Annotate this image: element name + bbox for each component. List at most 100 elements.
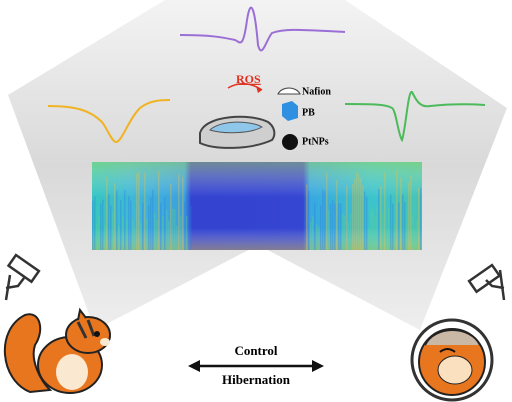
spectrogram-stripe bbox=[100, 203, 102, 250]
spectrogram-stripe bbox=[130, 200, 132, 250]
spectrogram-stripe bbox=[412, 214, 414, 250]
spectrogram-stripe bbox=[392, 203, 394, 250]
spectrogram-stripe bbox=[398, 202, 400, 250]
spectrogram-stripe bbox=[314, 202, 316, 250]
spectrogram-stripe bbox=[416, 220, 418, 250]
spectrogram-stripe bbox=[108, 194, 110, 250]
spectrogram-stripe bbox=[120, 200, 122, 250]
spectrogram-stripe bbox=[408, 182, 410, 250]
spectrogram-stripe bbox=[166, 210, 168, 250]
spectrogram-stripe bbox=[106, 177, 108, 250]
spectrogram-stripe bbox=[150, 196, 152, 250]
spectrogram-stripe bbox=[402, 194, 404, 250]
spectrogram-stripe bbox=[320, 205, 322, 250]
hibernation-label: Hibernation bbox=[222, 372, 291, 387]
spectrogram-stripe bbox=[186, 215, 188, 250]
spectrogram-stripe bbox=[172, 208, 174, 250]
spectrogram-stripe bbox=[96, 223, 98, 250]
spectrogram-stripe bbox=[370, 210, 372, 250]
waveform-left bbox=[47, 99, 171, 144]
camera-left bbox=[4, 253, 41, 301]
spectrogram-stripe bbox=[144, 172, 146, 250]
chipmunk-hibernating bbox=[410, 318, 494, 402]
spectrogram-stripe bbox=[140, 222, 142, 250]
spectrogram-stripe bbox=[98, 215, 100, 250]
arrowhead-right bbox=[312, 360, 324, 372]
spectrogram-stripe bbox=[118, 225, 120, 250]
spectrogram-stripe bbox=[170, 183, 172, 250]
spectrogram-stripe bbox=[110, 205, 112, 250]
spectrogram-stripe bbox=[322, 189, 324, 250]
spectrogram-stripe bbox=[178, 174, 180, 250]
spectrogram-stripe bbox=[176, 225, 178, 250]
spectrogram-stripe bbox=[312, 216, 314, 250]
spectrogram-stripe bbox=[326, 172, 328, 250]
spectrogram-shade bbox=[92, 162, 422, 250]
spectrogram-stripe bbox=[360, 178, 362, 250]
spectrogram-stripe bbox=[318, 227, 320, 250]
spectrogram-stripe bbox=[162, 216, 164, 250]
spectrogram-stripe bbox=[346, 185, 348, 250]
spectrogram-stripe bbox=[180, 215, 182, 250]
electrode-top bbox=[209, 121, 263, 134]
spectrogram-stripe bbox=[164, 197, 166, 250]
waveform-right bbox=[344, 90, 486, 143]
spectrogram-stripe bbox=[330, 203, 332, 250]
ptnps-icon bbox=[282, 134, 298, 150]
spectrogram-stripe bbox=[136, 173, 138, 250]
spectrogram-stripe bbox=[146, 218, 148, 250]
spectrogram-stripe bbox=[174, 208, 176, 250]
spectrogram-stripe bbox=[400, 177, 402, 250]
ros-arrowhead bbox=[256, 86, 262, 93]
arrowhead-left bbox=[188, 360, 200, 372]
spectrogram-stripe bbox=[368, 228, 370, 250]
spectrogram-stripe bbox=[384, 172, 386, 250]
spectrogram-stripe bbox=[342, 214, 344, 250]
chipmunk-active bbox=[3, 307, 111, 394]
spectrogram-stripe bbox=[306, 184, 308, 250]
spectrogram-stripe bbox=[358, 174, 360, 250]
camera-right bbox=[467, 263, 506, 301]
spectrogram-stripe bbox=[112, 212, 114, 250]
spectrogram-stripe bbox=[138, 171, 140, 250]
spectrogram-stripe bbox=[148, 204, 150, 250]
spectrogram-stripe bbox=[404, 201, 406, 250]
spectrogram-stripe bbox=[390, 194, 392, 250]
spectrogram-stripe bbox=[128, 196, 130, 250]
spectrogram-stripe bbox=[350, 213, 352, 250]
spectrogram-stripe bbox=[366, 196, 368, 250]
spectrogram bbox=[92, 162, 422, 250]
spectrogram-stripe bbox=[372, 208, 374, 250]
nafion-icon bbox=[277, 87, 301, 95]
spectrogram-stripe bbox=[410, 176, 412, 250]
spectrogram-stripe bbox=[156, 219, 158, 250]
spectrogram-stripe bbox=[354, 178, 356, 250]
spectrogram-stripe bbox=[334, 203, 336, 250]
pb-icon bbox=[282, 101, 298, 121]
spectrogram-stripe bbox=[182, 176, 184, 250]
spectrogram-stripe bbox=[348, 222, 350, 250]
spectrogram-stripe bbox=[158, 170, 160, 250]
spectrogram-stripe bbox=[418, 187, 420, 250]
spectrogram-stripe bbox=[332, 200, 334, 250]
spectrogram-stripe bbox=[338, 202, 340, 250]
spectrogram-stripe bbox=[336, 179, 338, 250]
spectrogram-stripe bbox=[188, 193, 190, 250]
spectrogram-stripe bbox=[380, 185, 382, 250]
ros-label: ROS bbox=[236, 72, 261, 86]
spectrogram-stripe bbox=[414, 228, 416, 250]
spectrogram-stripe bbox=[362, 185, 364, 250]
spectrogram-stripe bbox=[328, 210, 330, 250]
spectrogram-stripe bbox=[104, 225, 106, 250]
spectrogram-stripe bbox=[132, 219, 134, 250]
legend-label: PtNPs bbox=[302, 136, 329, 147]
spectrogram-stripe bbox=[316, 224, 318, 250]
spectrogram-stripe bbox=[168, 220, 170, 250]
spectrogram-stripe bbox=[184, 201, 186, 250]
spectrogram-stripe bbox=[378, 188, 380, 250]
spectrogram-stripe bbox=[94, 196, 96, 250]
spectrogram-stripe bbox=[324, 191, 326, 250]
spectrogram-stripe bbox=[154, 213, 156, 250]
spectrogram-stripe bbox=[310, 221, 312, 250]
